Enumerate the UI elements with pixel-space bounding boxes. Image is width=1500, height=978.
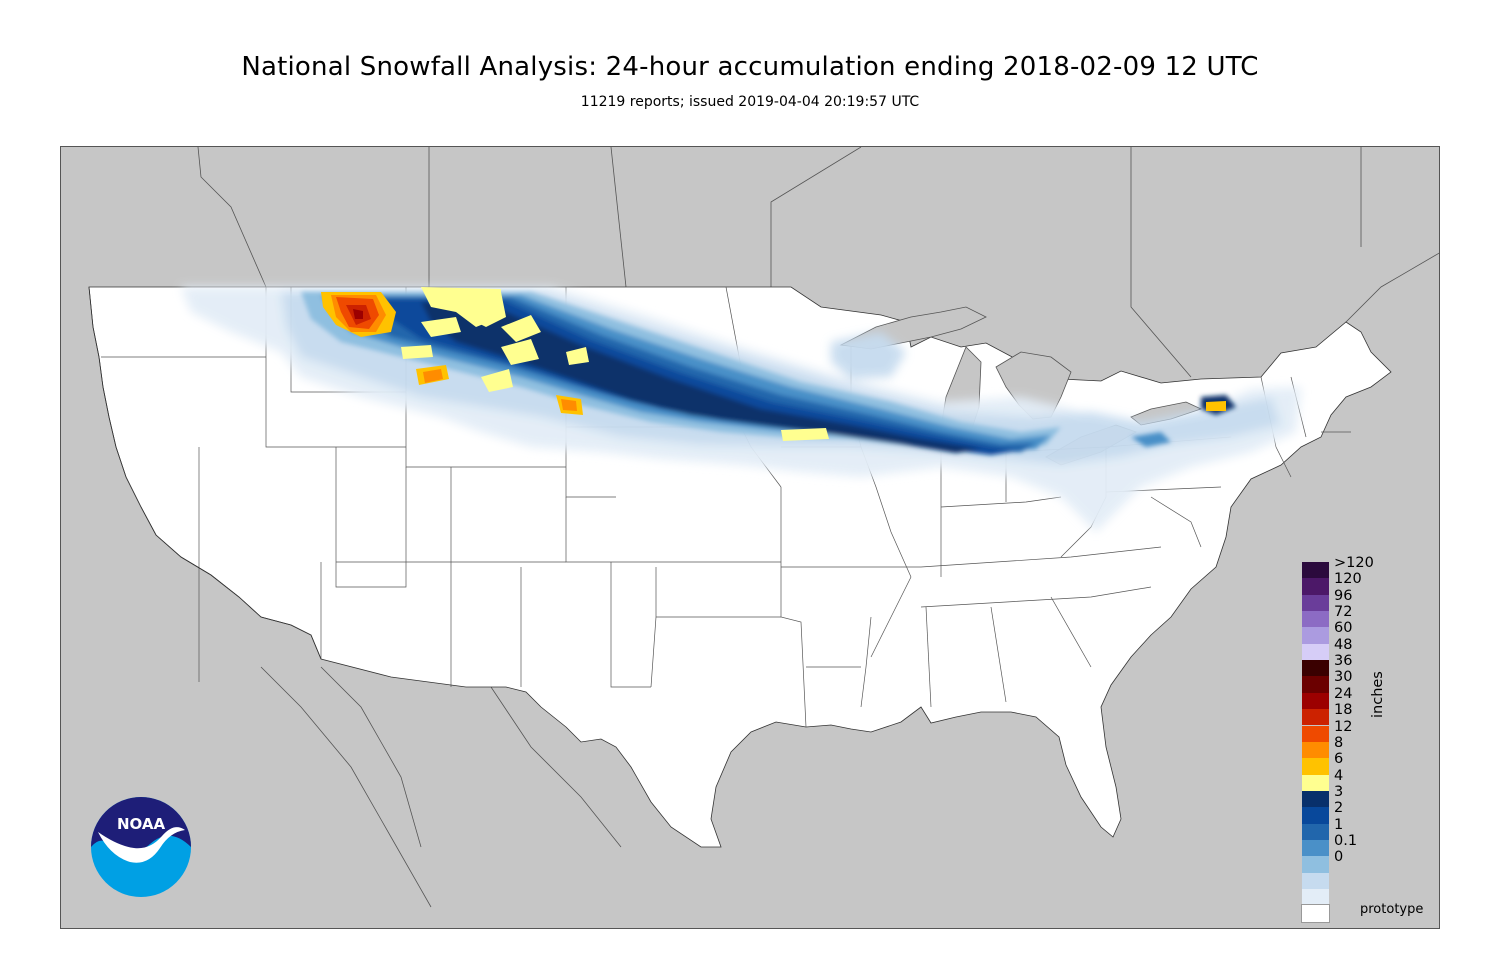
legend-swatch: [1302, 790, 1329, 808]
snowfall-map: [60, 146, 1440, 929]
legend-swatch: [1302, 872, 1329, 889]
legend-tick-label: 4: [1334, 767, 1344, 784]
legend-tick-label: 24: [1334, 685, 1353, 702]
legend-tick-label: 72: [1334, 604, 1353, 621]
prototype-label: prototype: [1360, 902, 1424, 917]
legend-tick-label: >120: [1334, 555, 1374, 571]
legend-swatch: [1302, 823, 1329, 840]
legend-swatch: [1302, 692, 1329, 710]
legend-swatch: [1302, 709, 1329, 726]
legend-tick-label: 18: [1334, 702, 1353, 719]
noaa-logo: NOAA: [90, 796, 192, 898]
legend-swatch: [1302, 643, 1329, 661]
neighbor-borders: [197, 147, 1439, 908]
legend-tick-label: 6: [1334, 751, 1344, 768]
legend-tick-label: 8: [1334, 734, 1344, 751]
legend-swatch: [1302, 594, 1329, 612]
legend-swatch: [1301, 904, 1330, 923]
snowfall-heavy: [321, 287, 1226, 441]
legend-swatch: [1302, 839, 1329, 857]
legend-swatch: [1302, 758, 1329, 775]
legend-tick-label: 48: [1334, 636, 1353, 653]
map-title: National Snowfall Analysis: 24-hour accu…: [241, 52, 1259, 82]
legend-swatch: [1302, 774, 1329, 791]
noaa-logo-text: NOAA: [117, 815, 166, 833]
legend-swatch: [1302, 627, 1329, 644]
legend-swatch: [1302, 562, 1329, 579]
legend-swatch: [1302, 741, 1329, 759]
map-subtitle: 11219 reports; issued 2019-04-04 20:19:5…: [580, 94, 920, 110]
legend-swatch: [1302, 578, 1329, 595]
legend-tick-label: 30: [1334, 669, 1353, 686]
legend-tick-label: 0: [1334, 849, 1344, 866]
legend-swatch: [1302, 807, 1329, 824]
legend-unit-label: inches: [1370, 671, 1386, 718]
legend-tick-label: 36: [1334, 653, 1353, 670]
legend-tick-label: 120: [1334, 571, 1362, 588]
legend-swatch: [1302, 611, 1329, 628]
legend-tick-label: 2: [1334, 800, 1344, 817]
legend-swatch: [1302, 889, 1329, 906]
legend-tick-label: 60: [1334, 620, 1353, 637]
legend-swatch: [1302, 725, 1329, 742]
legend-swatch: [1302, 660, 1329, 677]
legend-swatch: [1302, 856, 1329, 873]
legend-tick-label: 0.1: [1334, 832, 1358, 849]
coastline: [88, 286, 322, 660]
legend-swatch: [1302, 676, 1329, 693]
legend-tick-label: 96: [1334, 587, 1353, 604]
legend-tick-label: 12: [1334, 718, 1353, 735]
legend-tick-label: 3: [1334, 783, 1344, 800]
legend-tick-label: 1: [1334, 816, 1344, 833]
